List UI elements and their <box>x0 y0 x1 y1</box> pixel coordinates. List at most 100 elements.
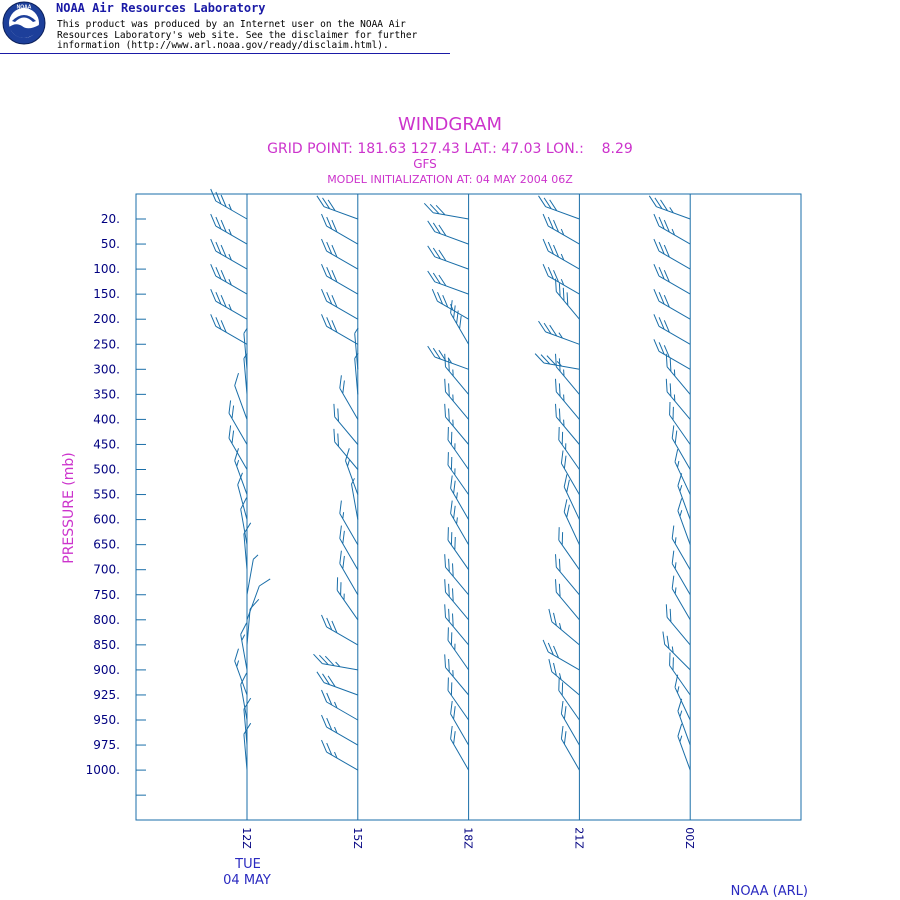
wind-barb <box>228 425 248 470</box>
wind-barb <box>555 579 580 621</box>
disclaimer-line: information (http://www.arl.noaa.gov/rea… <box>57 40 389 51</box>
date-month: 04 MAY <box>223 873 271 888</box>
wind-barb <box>555 554 580 596</box>
wind-barb <box>240 622 248 670</box>
wind-barb <box>450 700 470 746</box>
wind-barb <box>316 195 358 220</box>
init-time: MODEL INITIALIZATION AT: 04 MAY 2004 06Z <box>327 173 573 186</box>
wind-barb <box>534 353 580 370</box>
wind-barb <box>665 378 691 420</box>
wind-barb <box>555 378 580 420</box>
wind-barb <box>339 500 359 545</box>
model-name: GFS <box>413 157 437 171</box>
wind-barb <box>648 195 691 220</box>
wind-barb <box>665 353 691 395</box>
y-tick-label: 750. <box>93 588 120 602</box>
wind-barb <box>662 631 691 671</box>
y-tick-label: 900. <box>93 663 120 677</box>
wind-barb <box>653 339 691 370</box>
wind-barb <box>555 353 580 395</box>
wind-barb <box>447 527 470 570</box>
wind-barb <box>558 677 580 721</box>
wind-barb <box>542 238 580 270</box>
org-name: NOAA Air Resources Laboratory <box>56 1 266 15</box>
y-tick-label: 400. <box>93 412 120 426</box>
wind-barb <box>450 300 470 345</box>
wind-barb <box>210 314 248 345</box>
wind-barb <box>555 403 580 445</box>
wind-barb <box>671 575 691 621</box>
y-tick-label: 700. <box>93 563 120 577</box>
chart-subtitle: GRID POINT: 181.63 127.43 LAT.: 47.03 LO… <box>267 141 633 157</box>
y-tick-label: 1000. <box>86 763 120 777</box>
wind-barb <box>560 725 580 771</box>
noaa-banner: NOAA NOAA Air Resources Laboratory This … <box>0 0 450 56</box>
wind-barb <box>669 401 691 445</box>
time-label: 12Z <box>240 827 253 849</box>
wind-barb <box>674 449 691 495</box>
wind-barb <box>447 627 470 671</box>
wind-barb <box>427 345 469 370</box>
y-tick-label: 800. <box>93 613 120 627</box>
date-day: TUE <box>234 857 261 872</box>
wind-barb <box>450 475 470 520</box>
wind-barb <box>674 674 691 721</box>
wind-barb <box>450 500 470 545</box>
y-tick-label: 600. <box>93 513 120 527</box>
y-tick-label: 300. <box>93 362 120 376</box>
wind-barb <box>210 264 248 295</box>
wind-barb <box>447 426 470 470</box>
wind-barb <box>677 698 691 746</box>
y-tick-label: 100. <box>93 262 120 276</box>
wind-barb <box>423 202 469 220</box>
wind-barb <box>354 352 359 395</box>
wind-barb <box>243 352 248 395</box>
wind-barb <box>210 238 248 270</box>
wind-barb <box>243 722 252 771</box>
y-tick-label: 150. <box>93 287 120 301</box>
y-tick-label: 925. <box>93 688 120 702</box>
wind-barb <box>321 289 359 320</box>
wind-barb <box>240 672 248 721</box>
wind-barb <box>321 238 359 270</box>
wind-barb <box>316 671 358 696</box>
wind-barb <box>444 654 469 696</box>
y-tick-label: 850. <box>93 638 120 652</box>
wind-barb <box>560 700 580 746</box>
wind-barb <box>246 598 260 645</box>
wind-barb <box>677 723 691 771</box>
wind-barb <box>210 213 248 245</box>
wind-barb <box>210 289 248 320</box>
y-tick-marks <box>136 218 146 796</box>
wind-barb <box>243 522 252 570</box>
wind-barb <box>234 648 248 696</box>
wind-barb <box>665 604 691 646</box>
y-tick-label: 200. <box>93 312 120 326</box>
wind-barb <box>237 472 248 520</box>
wind-barb <box>427 220 469 245</box>
wind-barb <box>431 289 469 320</box>
wind-barb <box>321 213 359 245</box>
wind-barb <box>548 608 580 646</box>
y-tick-label: 50. <box>101 237 120 251</box>
wind-barb <box>671 550 691 596</box>
wind-barb <box>450 725 470 771</box>
wind-barb <box>558 527 580 570</box>
wind-barb <box>321 689 359 721</box>
disclaimer-line: This product was produced by an Internet… <box>57 19 406 30</box>
wind-barb <box>447 452 470 495</box>
chart-title: WINDGRAM <box>398 114 502 135</box>
y-tick-label: 550. <box>93 488 120 502</box>
wind-barb <box>345 448 359 495</box>
wind-barb <box>333 403 359 445</box>
logo-text: NOAA <box>17 5 32 11</box>
y-tick-labels: 20. 50. 100. 150. 200. 250. 300. 350. 400. 450. 50… <box>86 212 120 777</box>
time-label: 00Z <box>683 827 696 849</box>
wind-barb <box>339 375 359 420</box>
wind-barb <box>555 278 580 320</box>
wind-barb <box>444 554 469 596</box>
wind-barb <box>321 714 359 746</box>
wind-barb <box>538 320 580 345</box>
wind-barb <box>558 426 580 470</box>
